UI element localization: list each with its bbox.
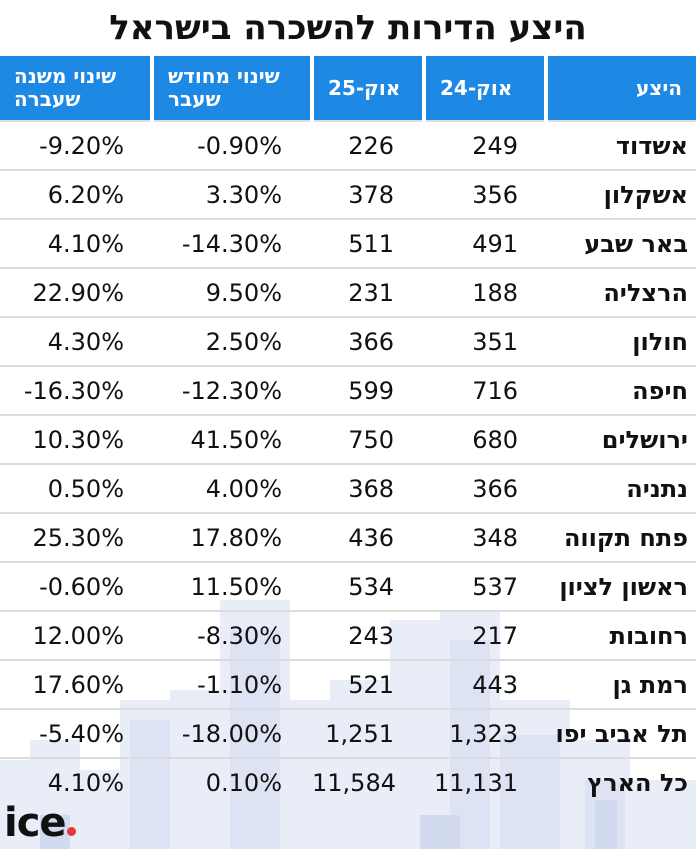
table-row: -0.60% 11.50% 534 537 ראשון לציון	[0, 561, 696, 611]
cell-oct24: 348	[424, 512, 546, 562]
cell-oct24: 716	[424, 365, 546, 415]
cell-city: כל הארץ	[546, 757, 696, 806]
cell-yoy-change: 12.00%	[0, 610, 152, 660]
table-row: 4.30% 2.50% 366 351 חולון	[0, 316, 696, 366]
cell-oct25: 11,584	[312, 757, 424, 806]
cell-mom-change: 0.10%	[152, 757, 312, 806]
cell-oct24: 1,323	[424, 708, 546, 758]
cell-oct25: 511	[312, 218, 424, 268]
cell-oct25: 521	[312, 659, 424, 709]
rental-supply-table: שינוי משנה שעברה שינוי מחודש שעבר אוק-25…	[0, 56, 696, 806]
table-row: 0.50% 4.00% 368 366 נתניה	[0, 463, 696, 513]
table-row: -16.30% -12.30% 599 716 חיפה	[0, 365, 696, 415]
cell-mom-change: -0.90%	[152, 120, 312, 170]
cell-oct24: 680	[424, 414, 546, 464]
cell-oct25: 599	[312, 365, 424, 415]
cell-oct25: 231	[312, 267, 424, 317]
cell-mom-change: 2.50%	[152, 316, 312, 366]
cell-yoy-change: 0.50%	[0, 463, 152, 513]
cell-mom-change: 11.50%	[152, 561, 312, 611]
cell-oct24: 249	[424, 120, 546, 170]
cell-city: רחובות	[546, 610, 696, 660]
cell-mom-change: 3.30%	[152, 169, 312, 219]
cell-oct24: 443	[424, 659, 546, 709]
cell-oct24: 537	[424, 561, 546, 611]
cell-oct24: 356	[424, 169, 546, 219]
table-row: -5.40% -18.00% 1,251 1,323 תל אביב יפו	[0, 708, 696, 758]
cell-oct25: 534	[312, 561, 424, 611]
cell-city: נתניה	[546, 463, 696, 513]
table-row: 22.90% 9.50% 231 188 הרצליה	[0, 267, 696, 317]
cell-city: חולון	[546, 316, 696, 366]
cell-mom-change: 17.80%	[152, 512, 312, 562]
cell-mom-change: -14.30%	[152, 218, 312, 268]
cell-mom-change: -8.30%	[152, 610, 312, 660]
cell-yoy-change: 17.60%	[0, 659, 152, 709]
page-title: היצע הדירות להשכרה בישראל	[109, 8, 587, 48]
table-row: 10.30% 41.50% 750 680 ירושלים	[0, 414, 696, 464]
table-row: 12.00% -8.30% 243 217 רחובות	[0, 610, 696, 660]
cell-city: אשדוד	[546, 120, 696, 170]
header-yoy-change: שינוי משנה שעברה	[0, 56, 154, 121]
cell-oct24: 491	[424, 218, 546, 268]
cell-oct24: 366	[424, 463, 546, 513]
cell-yoy-change: -5.40%	[0, 708, 152, 758]
cell-city: אשקלון	[546, 169, 696, 219]
cell-yoy-change: 22.90%	[0, 267, 152, 317]
cell-city: באר שבע	[546, 218, 696, 268]
cell-oct24: 351	[424, 316, 546, 366]
cell-city: ראשון לציון	[546, 561, 696, 611]
cell-oct25: 378	[312, 169, 424, 219]
table-row: 17.60% -1.10% 521 443 רמת גן	[0, 659, 696, 709]
cell-yoy-change: -9.20%	[0, 120, 152, 170]
cell-oct25: 366	[312, 316, 424, 366]
cell-yoy-change: 4.10%	[0, 757, 152, 806]
cell-yoy-change: 4.30%	[0, 316, 152, 366]
cell-yoy-change: -16.30%	[0, 365, 152, 415]
cell-yoy-change: -0.60%	[0, 561, 152, 611]
header-oct25: אוק-25	[312, 56, 426, 121]
cell-city: חיפה	[546, 365, 696, 415]
header-supply: היצע	[546, 56, 696, 121]
cell-mom-change: -18.00%	[152, 708, 312, 758]
cell-mom-change: -12.30%	[152, 365, 312, 415]
cell-oct24: 217	[424, 610, 546, 660]
cell-city: פתח תקווה	[546, 512, 696, 562]
cell-yoy-change: 10.30%	[0, 414, 152, 464]
data-table: שינוי משנה שעברה שינוי מחודש שעבר אוק-25…	[0, 56, 696, 806]
logo-text: ice	[4, 800, 67, 846]
cell-oct25: 243	[312, 610, 424, 660]
table-row: 4.10% 0.10% 11,584 11,131 כל הארץ	[0, 757, 696, 806]
table-row: 6.20% 3.30% 378 356 אשקלון	[0, 169, 696, 219]
cell-city: תל אביב יפו	[546, 708, 696, 758]
cell-oct25: 368	[312, 463, 424, 513]
cell-mom-change: 4.00%	[152, 463, 312, 513]
table-row: -9.20% -0.90% 226 249 אשדוד	[0, 120, 696, 170]
cell-oct25: 1,251	[312, 708, 424, 758]
table-row: 25.30% 17.80% 436 348 פתח תקווה	[0, 512, 696, 562]
cell-city: הרצליה	[546, 267, 696, 317]
cell-oct25: 226	[312, 120, 424, 170]
table-body: -9.20% -0.90% 226 249 אשדוד 6.20% 3.30% 378 356 א…	[0, 120, 696, 806]
cell-oct25: 750	[312, 414, 424, 464]
table-header-row: שינוי משנה שעברה שינוי מחודש שעבר אוק-25…	[0, 56, 696, 121]
cell-mom-change: 9.50%	[152, 267, 312, 317]
cell-city: רמת גן	[546, 659, 696, 709]
header-oct24: אוק-24	[424, 56, 548, 121]
cell-city: ירושלים	[546, 414, 696, 464]
cell-yoy-change: 25.30%	[0, 512, 152, 562]
cell-mom-change: -1.10%	[152, 659, 312, 709]
cell-oct24: 188	[424, 267, 546, 317]
header-mom-change: שינוי מחודש שעבר	[152, 56, 314, 121]
logo-dot	[66, 827, 76, 836]
cell-oct25: 436	[312, 512, 424, 562]
cell-yoy-change: 4.10%	[0, 218, 152, 268]
cell-mom-change: 41.50%	[152, 414, 312, 464]
cell-oct24: 11,131	[424, 757, 546, 806]
cell-yoy-change: 6.20%	[0, 169, 152, 219]
ice-logo: ice	[4, 800, 76, 846]
table-row: 4.10% -14.30% 511 491 באר שבע	[0, 218, 696, 268]
